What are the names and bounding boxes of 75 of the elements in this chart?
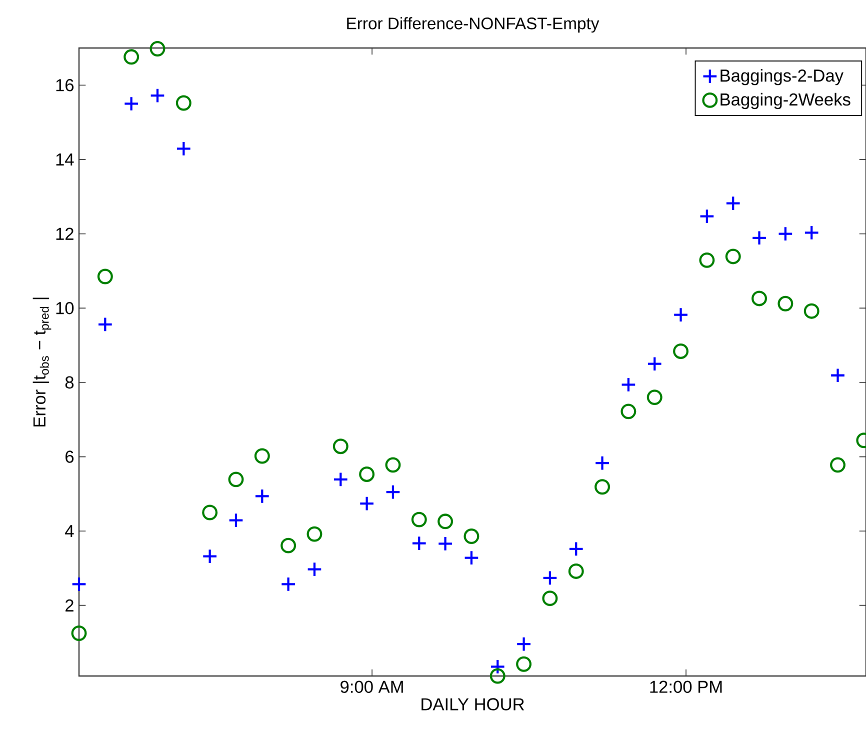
point bbox=[830, 368, 846, 384]
point bbox=[280, 576, 296, 592]
point bbox=[97, 316, 113, 332]
point bbox=[332, 438, 348, 454]
point bbox=[646, 390, 662, 406]
point bbox=[385, 484, 401, 500]
y-tick-label: 16 bbox=[56, 79, 74, 92]
point bbox=[516, 656, 532, 672]
point bbox=[438, 514, 454, 530]
point bbox=[176, 140, 192, 156]
point bbox=[124, 49, 140, 65]
point bbox=[150, 88, 166, 104]
point bbox=[830, 457, 846, 473]
point bbox=[228, 472, 244, 488]
y-tick-label: 14 bbox=[56, 154, 74, 166]
x-axis-title: DAILY HOUR bbox=[422, 698, 524, 710]
point bbox=[71, 626, 87, 642]
point bbox=[254, 488, 270, 504]
point bbox=[464, 550, 480, 566]
point bbox=[228, 512, 244, 528]
point bbox=[97, 268, 113, 284]
point bbox=[385, 457, 401, 473]
y-tick-label: 12 bbox=[56, 228, 74, 240]
point bbox=[176, 95, 192, 111]
point bbox=[490, 658, 506, 674]
point bbox=[254, 448, 270, 464]
point bbox=[124, 96, 140, 112]
y-tick-label: 6 bbox=[66, 450, 74, 463]
point bbox=[332, 472, 348, 488]
point bbox=[778, 226, 794, 242]
point bbox=[778, 296, 794, 312]
point bbox=[359, 466, 375, 482]
point bbox=[804, 303, 820, 319]
point bbox=[202, 548, 218, 564]
y-tick-label: 2 bbox=[66, 599, 74, 612]
point bbox=[699, 252, 715, 268]
point bbox=[752, 290, 768, 306]
x-tick-label: 9:00 AM bbox=[340, 680, 403, 693]
point bbox=[673, 307, 689, 323]
y-tick-label: 4 bbox=[65, 525, 74, 538]
point bbox=[725, 248, 741, 264]
point bbox=[438, 536, 454, 552]
x-tick-label: 12:00 PM bbox=[650, 680, 722, 693]
point bbox=[646, 356, 662, 372]
y-axis-title: Error |t$_{obs}$ − t$_{pred}$ | bbox=[32, 298, 52, 426]
point bbox=[542, 570, 558, 586]
point bbox=[568, 563, 584, 579]
point bbox=[542, 590, 558, 606]
point bbox=[516, 636, 532, 652]
point bbox=[359, 496, 375, 512]
point bbox=[673, 343, 689, 359]
point bbox=[725, 196, 741, 212]
legend-label: Baggings-2-Day bbox=[720, 69, 844, 86]
point bbox=[71, 576, 87, 592]
point bbox=[804, 224, 820, 240]
point bbox=[464, 528, 480, 544]
point bbox=[568, 541, 584, 557]
point bbox=[594, 479, 610, 495]
point bbox=[306, 562, 322, 578]
point bbox=[202, 504, 218, 520]
chart-title: Error Difference-NONFAST-Empty bbox=[347, 17, 600, 33]
point bbox=[280, 538, 296, 554]
point bbox=[620, 376, 636, 392]
point bbox=[620, 404, 636, 420]
point bbox=[699, 208, 715, 224]
point bbox=[150, 41, 166, 56]
point bbox=[594, 455, 610, 471]
point bbox=[752, 230, 768, 246]
y-tick-label: 8 bbox=[65, 376, 74, 389]
point bbox=[411, 512, 427, 528]
point bbox=[306, 526, 322, 542]
legend-label: Bagging-2Weeks bbox=[720, 92, 850, 110]
point bbox=[411, 536, 427, 552]
point bbox=[490, 668, 506, 684]
y-tick-label: 10 bbox=[56, 302, 74, 314]
